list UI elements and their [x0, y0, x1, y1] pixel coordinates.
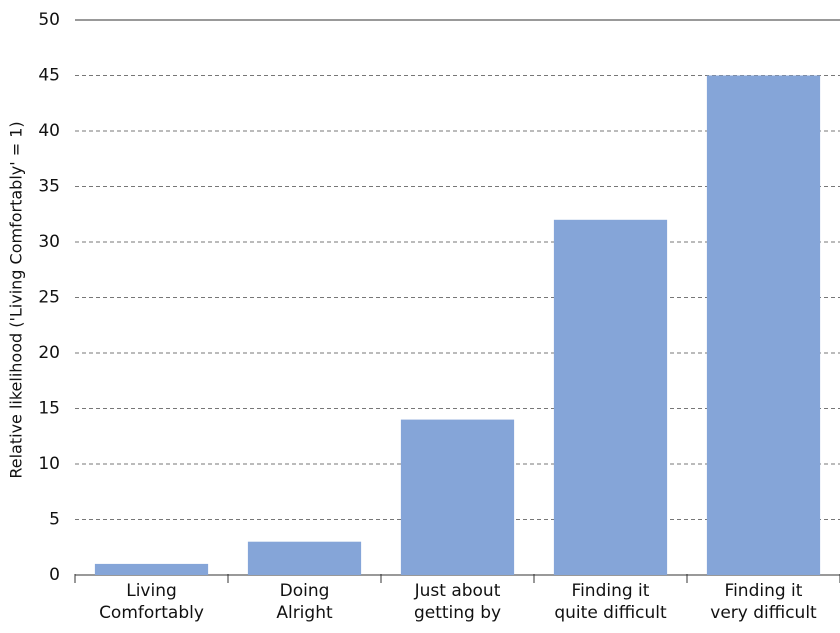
y-tick-label: 45 [38, 66, 60, 86]
x-tick-label: Finding it quite difficult [554, 581, 667, 623]
y-tick-label: 20 [38, 343, 60, 363]
x-tick-label: Doing Alright [276, 581, 333, 623]
bar [706, 75, 821, 575]
y-tick-label: 10 [38, 454, 60, 474]
x-tick-label: Finding it very difficult [710, 581, 817, 623]
y-tick-label: 5 [49, 510, 60, 530]
bar [400, 419, 515, 575]
bar [94, 563, 209, 575]
bar [553, 219, 668, 576]
y-tick-label: 30 [38, 232, 60, 252]
y-tick-label: 40 [38, 121, 60, 141]
y-tick-label: 0 [49, 565, 60, 585]
x-tick-label: Just about getting by [413, 581, 502, 623]
bar [247, 541, 362, 575]
y-tick-label: 35 [38, 177, 60, 197]
y-tick-label: 25 [38, 288, 60, 308]
x-tick-label: Living Comfortably [99, 581, 204, 623]
y-tick-label: 15 [38, 399, 60, 419]
y-tick-label: 50 [38, 10, 60, 30]
y-axis-label: Relative likelihood ('Living Comfortably… [7, 121, 26, 478]
